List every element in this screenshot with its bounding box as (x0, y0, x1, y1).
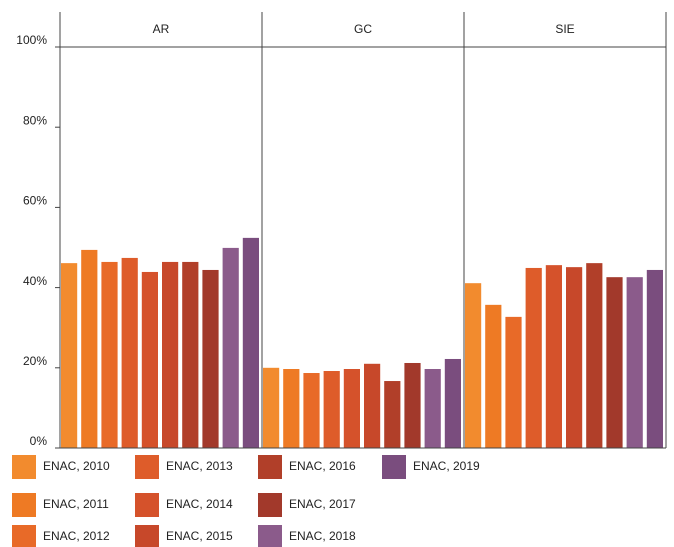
legend-swatch (135, 493, 159, 517)
y-tick-label: 40% (23, 274, 47, 288)
bar (323, 371, 340, 448)
legend-swatch (12, 525, 36, 547)
legend-label: ENAC, 2015 (166, 529, 233, 543)
legend-label: ENAC, 2012 (43, 529, 110, 543)
bar (424, 369, 441, 448)
bar (222, 247, 239, 448)
y-tick-label: 20% (23, 354, 47, 368)
panel-label: SIE (555, 22, 574, 36)
panel-label: GC (354, 22, 372, 36)
bar (141, 271, 158, 448)
bar (566, 267, 583, 448)
legend-swatch (258, 493, 282, 517)
bar (505, 316, 522, 448)
bar (364, 363, 381, 448)
legend-label: ENAC, 2018 (289, 529, 356, 543)
legend-swatch (12, 493, 36, 517)
bar (283, 369, 300, 448)
bar (81, 249, 98, 448)
bar (465, 283, 482, 448)
legend-swatch (135, 455, 159, 479)
panel-label: AR (153, 22, 170, 36)
bar (162, 261, 179, 448)
y-tick-label: 80% (23, 113, 47, 127)
bar (61, 263, 78, 448)
bar (182, 261, 199, 448)
bar (121, 257, 138, 448)
legend-label: ENAC, 2013 (166, 459, 233, 473)
bar (525, 267, 542, 448)
bar (303, 373, 320, 448)
bar (646, 269, 663, 448)
bar (444, 358, 461, 448)
y-tick-label: 100% (16, 33, 47, 47)
legend-swatch (382, 455, 406, 479)
bar (545, 265, 562, 448)
bar (384, 381, 401, 448)
bar (242, 237, 259, 448)
bar (202, 269, 219, 448)
y-tick-label: 0% (30, 434, 48, 448)
bar (485, 304, 502, 448)
bar (606, 277, 623, 448)
legend-swatch (12, 455, 36, 479)
bar (404, 362, 421, 448)
legend-swatch (258, 455, 282, 479)
legend-swatch (258, 525, 282, 547)
bar (101, 261, 118, 448)
legend-label: ENAC, 2016 (289, 459, 356, 473)
legend-label: ENAC, 2019 (413, 459, 480, 473)
bar (586, 263, 603, 448)
y-tick-label: 60% (23, 194, 47, 208)
legend-label: ENAC, 2017 (289, 497, 356, 511)
bar (263, 367, 280, 448)
bar (343, 369, 360, 448)
legend-label: ENAC, 2014 (166, 497, 233, 511)
legend-swatch (135, 525, 159, 547)
legend-label: ENAC, 2010 (43, 459, 110, 473)
bar (626, 277, 643, 448)
legend-label: ENAC, 2011 (43, 497, 109, 511)
